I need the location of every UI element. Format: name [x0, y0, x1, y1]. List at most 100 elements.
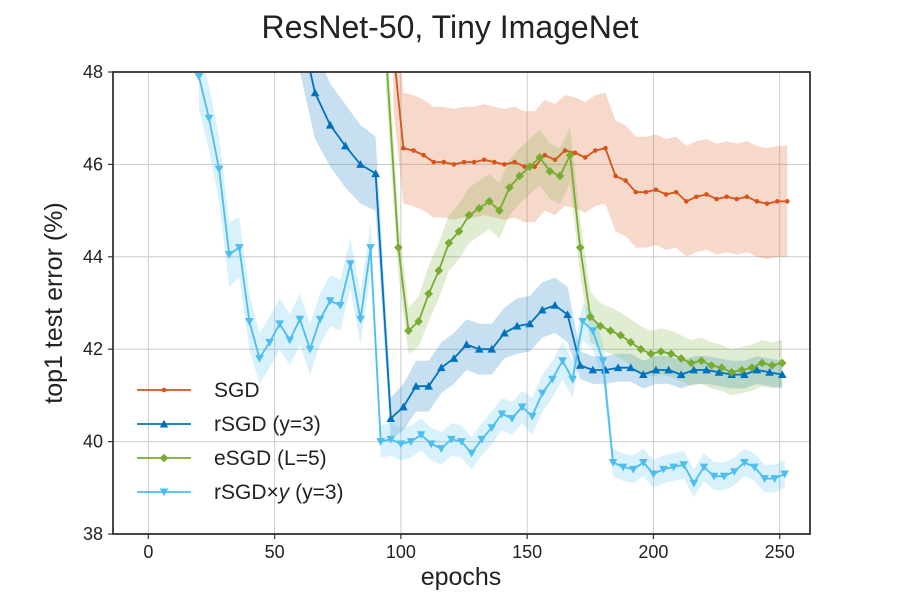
chart-title: ResNet-50, Tiny ImageNet: [261, 9, 638, 45]
legend-label-text-0: SGD: [214, 379, 260, 402]
confidence-bands: [198, 72, 788, 497]
series-0-point-11: [502, 162, 507, 167]
legend-marker-0: [161, 387, 167, 393]
series-3-point-15: [346, 260, 355, 269]
series-1-point-14: [487, 344, 497, 353]
plot-frame: [112, 71, 811, 535]
series-1-point-35: [752, 365, 762, 374]
series-0-point-37: [764, 201, 770, 206]
series-2-point-31: [697, 356, 706, 366]
series-3-point-38: [578, 318, 588, 326]
series-0-point-4: [431, 159, 437, 165]
series-3-point-32: [517, 403, 527, 412]
series-2-point-24: [626, 337, 635, 347]
series-1-point-29: [676, 370, 686, 379]
series-3-point-47: [669, 463, 678, 472]
legend-label-text-3: rSGD×: [214, 481, 279, 504]
legend-label-0: SGD: [214, 379, 260, 402]
series-0-point-26: [653, 187, 659, 193]
series-1-band: [299, 72, 783, 440]
series-1-point-34: [740, 370, 749, 379]
legend-marker-2: [159, 453, 169, 463]
series-0-point-17: [562, 148, 568, 153]
series-3-point-5: [245, 318, 254, 326]
series-3-point-28: [477, 435, 487, 444]
series-0-point-24: [633, 189, 639, 195]
series-1-point-12: [462, 340, 471, 349]
x-tick-label-1: 50: [265, 542, 285, 562]
series-3-point-21: [406, 438, 416, 446]
legend-marker-3: [159, 488, 169, 497]
plot-background: [113, 72, 810, 534]
series-1-point-10: [436, 363, 446, 372]
series-0-point-0: [391, 47, 396, 52]
series-1-point-4: [356, 160, 365, 168]
series-0-point-34: [734, 196, 740, 202]
series-1-point-16: [512, 321, 522, 330]
series-2-point-21: [596, 321, 605, 331]
series-2-point-14: [525, 162, 534, 172]
legend-label-1: rSGD (y=3): [214, 413, 321, 436]
series-3-point-58: [780, 470, 790, 479]
series-0-point-3: [421, 152, 426, 158]
series-2-point-11: [495, 206, 504, 215]
series-1-point-24: [613, 363, 623, 372]
series-2-point-1: [394, 243, 403, 252]
series-0-point-29: [683, 199, 689, 204]
series-3-point-52: [719, 472, 729, 481]
series-0-point-16: [552, 157, 558, 163]
series-3-point-43: [628, 465, 638, 474]
series-2-point-16: [545, 167, 555, 176]
series-0-point-23: [623, 178, 628, 183]
series-2-band: [385, 72, 783, 396]
legend-item-1: rSGD (y=3): [137, 413, 321, 436]
series-1-point-13: [474, 344, 484, 353]
series-3-point-51: [709, 472, 719, 481]
series-0-point-35: [744, 194, 750, 200]
series-3-point-11: [305, 345, 315, 354]
series-0-point-38: [774, 199, 780, 204]
series-3-point-0: [194, 73, 204, 81]
series-0-point-10: [492, 159, 497, 165]
series-0-point-27: [663, 192, 669, 197]
series-0-point-2: [411, 148, 416, 153]
series-3-point-50: [699, 463, 709, 472]
y-tick-label-2: 42: [83, 339, 103, 359]
series-3-point-34: [538, 389, 547, 398]
series-3-point-37: [568, 375, 577, 384]
series-2-point-29: [676, 354, 686, 363]
series-2-point-33: [717, 363, 726, 372]
series-3-point-55: [750, 463, 759, 472]
series-2-point-3: [414, 317, 423, 326]
series-3-point-7: [265, 338, 274, 347]
series-3-point-56: [760, 475, 769, 483]
series-1-point-7: [399, 402, 408, 411]
series-2-point-23: [616, 331, 625, 340]
series-3-point-12: [315, 315, 325, 324]
series-3-point-44: [639, 458, 648, 467]
legend-item-3: rSGD×y (y=3): [137, 481, 344, 504]
series-3-point-53: [729, 468, 739, 476]
series-2-point-28: [666, 349, 676, 359]
series-3-point-2: [214, 165, 224, 174]
series-3-point-16: [356, 315, 365, 324]
x-tick-label-0: 0: [143, 542, 153, 562]
x-tick-label-2: 100: [386, 542, 416, 562]
legend-label-suffix-3: (y=3): [289, 481, 343, 504]
series-3-point-14: [335, 301, 345, 310]
series-2-point-0: [381, 45, 390, 54]
series-2-point-9: [474, 203, 484, 213]
series-0-point-30: [694, 194, 699, 200]
series-3-point-6: [255, 355, 264, 363]
legend-label-text-2: eSGD (L=5): [214, 447, 327, 470]
series-1-point-20: [563, 310, 572, 318]
series-3-point-49: [689, 479, 699, 488]
series-0-point-12: [512, 159, 517, 165]
series-1-point-37: [777, 370, 787, 379]
series-2-point-4: [424, 289, 433, 299]
series-3-point-30: [497, 410, 507, 419]
series-2-point-34: [727, 368, 737, 377]
series-1-point-5: [371, 169, 380, 178]
series-0-point-19: [582, 155, 588, 160]
series-1-point-2: [325, 120, 335, 129]
